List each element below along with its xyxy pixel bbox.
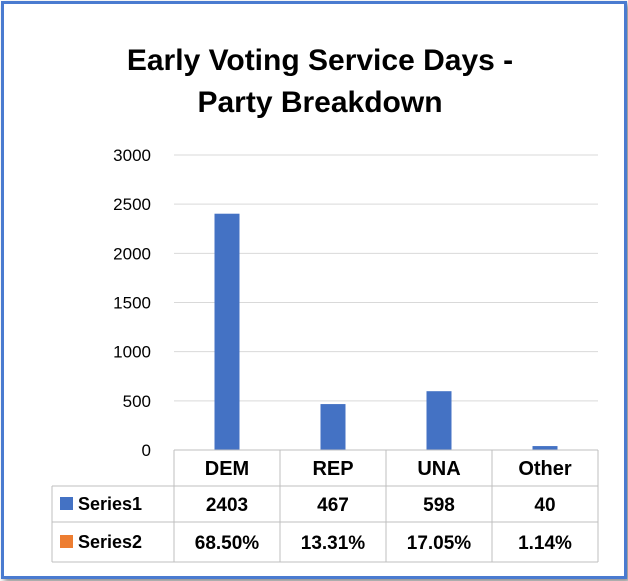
legend-key bbox=[60, 497, 73, 510]
series-name: Series1 bbox=[78, 494, 142, 514]
series-name: Series2 bbox=[78, 532, 142, 552]
category-label: UNA bbox=[417, 458, 460, 480]
table-value: 598 bbox=[423, 495, 455, 516]
bars bbox=[214, 213, 558, 450]
y-tick-label: 1000 bbox=[113, 343, 151, 362]
table-value: 1.14% bbox=[518, 533, 572, 554]
table-value: 40 bbox=[534, 495, 555, 516]
chart-title-line-1: Early Voting Service Days - bbox=[127, 44, 513, 77]
y-tick-label: 2500 bbox=[113, 195, 151, 214]
y-axis-ticks: 0 500 1000 1500 2000 2500 3000 bbox=[113, 146, 151, 460]
data-table: DEM REP UNA Other Series1 2403 467 598 40 Series2… bbox=[51, 449, 599, 563]
y-tick-label: 1500 bbox=[113, 294, 151, 313]
bar-other bbox=[532, 446, 558, 450]
category-label: Other bbox=[518, 458, 572, 480]
chart-title-line-2: Party Breakdown bbox=[197, 86, 442, 119]
y-tick-label: 3000 bbox=[113, 146, 151, 165]
table-value: 2403 bbox=[206, 495, 248, 516]
table-value: 17.05% bbox=[407, 533, 472, 554]
bar-rep bbox=[320, 404, 346, 450]
y-tick-label: 0 bbox=[142, 441, 151, 460]
gridlines bbox=[174, 154, 598, 402]
bar-una bbox=[426, 391, 452, 450]
y-tick-label: 500 bbox=[123, 392, 151, 411]
table-value: 467 bbox=[317, 495, 349, 516]
table-value: 13.31% bbox=[301, 533, 366, 554]
y-tick-label: 2000 bbox=[113, 244, 151, 263]
category-label: REP bbox=[312, 458, 353, 480]
legend-key bbox=[60, 535, 73, 548]
bar-dem bbox=[214, 213, 240, 450]
table-value: 68.50% bbox=[195, 533, 260, 554]
category-label: DEM bbox=[205, 458, 249, 480]
